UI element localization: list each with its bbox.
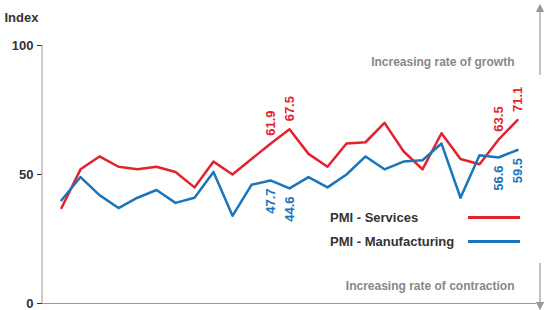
svg-text:63.5: 63.5: [491, 106, 506, 131]
svg-text:71.1: 71.1: [510, 87, 525, 112]
svg-text:47.7: 47.7: [263, 188, 278, 213]
svg-text:0: 0: [26, 296, 33, 310]
svg-text:Increasing rate of contraction: Increasing rate of contraction: [346, 279, 515, 293]
svg-text:59.5: 59.5: [510, 158, 525, 183]
svg-text:44.6: 44.6: [282, 196, 297, 221]
svg-text:100: 100: [12, 38, 34, 53]
svg-text:50: 50: [19, 167, 33, 182]
html-text:PMI - Manufacturing: PMI - Manufacturing: [330, 233, 455, 249]
svg-text:56.6: 56.6: [491, 165, 506, 190]
svg-text:Index: Index: [5, 10, 40, 25]
svg-text:Increasing rate of growth: Increasing rate of growth: [371, 55, 514, 69]
svg-text:61.9: 61.9: [263, 110, 278, 135]
svg-text:67.5: 67.5: [282, 96, 297, 121]
html-text:PMI - Services: PMI - Services: [330, 209, 419, 225]
